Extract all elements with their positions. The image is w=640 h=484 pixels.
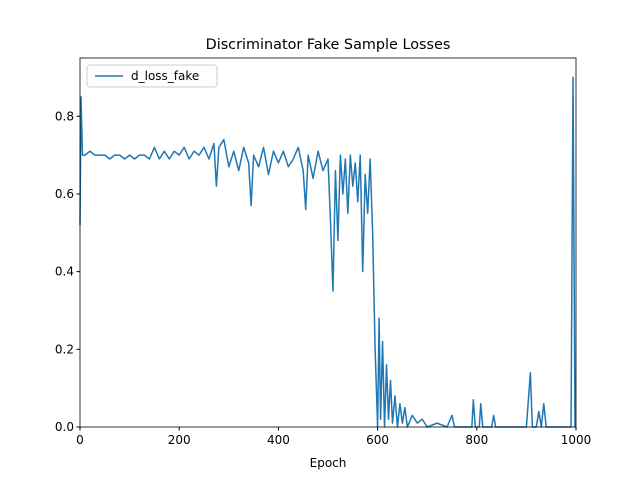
x-tick-label: 0 — [76, 433, 84, 447]
legend-box — [86, 64, 218, 88]
x-tick-label: 800 — [465, 433, 488, 447]
x-axis-label: Epoch — [310, 456, 347, 470]
legend-label: d_loss_fake — [131, 69, 199, 83]
y-tick-label: 0.4 — [55, 265, 74, 279]
y-tick-label: 0.8 — [55, 109, 74, 123]
chart-title: Discriminator Fake Sample Losses — [206, 37, 451, 53]
x-tick-label: 1000 — [561, 433, 592, 447]
plot-frame — [79, 57, 577, 428]
y-tick-label: 0.6 — [55, 187, 74, 201]
y-tick-label: 0.2 — [55, 342, 74, 356]
x-tick-label: 600 — [366, 433, 389, 447]
y-tick-label: 0.0 — [55, 420, 74, 434]
x-tick-label: 200 — [168, 433, 191, 447]
data-line — [79, 76, 576, 428]
x-tick-label: 400 — [267, 433, 290, 447]
